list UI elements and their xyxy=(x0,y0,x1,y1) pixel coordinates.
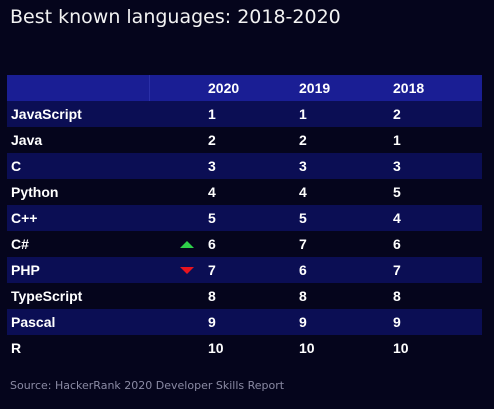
rank-2018: 4 xyxy=(393,210,401,226)
rank-2020: 7 xyxy=(208,262,216,278)
table-body: JavaScript 1 1 2 Java 2 2 1 C 3 3 3 Python 4 4 5 C++ 5 5 4 C… xyxy=(7,101,482,361)
language-name: Pascal xyxy=(11,314,56,330)
table-row: TypeScript 8 8 8 xyxy=(7,283,482,309)
header-2018: 2018 xyxy=(393,80,425,96)
language-name: JavaScript xyxy=(11,106,82,122)
rank-2019: 8 xyxy=(299,288,307,304)
rank-2020: 6 xyxy=(208,236,216,252)
rank-2019: 5 xyxy=(299,210,307,226)
rank-2018: 8 xyxy=(393,288,401,304)
rank-2019: 10 xyxy=(299,340,315,356)
table-row: R 10 10 10 xyxy=(7,335,482,361)
header-2020: 2020 xyxy=(208,80,240,96)
language-name: Python xyxy=(11,184,59,200)
rank-2019: 4 xyxy=(299,184,307,200)
table-row: C# 6 7 6 xyxy=(7,231,482,257)
table-row: PHP 7 6 7 xyxy=(7,257,482,283)
rank-2018: 10 xyxy=(393,340,409,356)
rank-2018: 3 xyxy=(393,158,401,174)
rank-2019: 7 xyxy=(299,236,307,252)
table-row: Pascal 9 9 9 xyxy=(7,309,482,335)
language-name: TypeScript xyxy=(11,288,83,304)
rank-2020: 3 xyxy=(208,158,216,174)
header-2019: 2019 xyxy=(299,80,331,96)
language-name: Java xyxy=(11,132,43,148)
rank-2020: 5 xyxy=(208,210,216,226)
rank-2019: 2 xyxy=(299,132,307,148)
rank-2018: 6 xyxy=(393,236,401,252)
rank-2019: 6 xyxy=(299,262,307,278)
language-name: R xyxy=(11,340,22,356)
rank-2020: 2 xyxy=(208,132,216,148)
table-row: Java 2 2 1 xyxy=(7,127,482,153)
rank-2018: 5 xyxy=(393,184,401,200)
rank-2018: 1 xyxy=(393,132,401,148)
language-name: C xyxy=(11,158,22,174)
table-row: C++ 5 5 4 xyxy=(7,205,482,231)
chart-title: Best known languages: 2018-2020 xyxy=(10,6,341,28)
rank-2020: 8 xyxy=(208,288,216,304)
rank-2018: 9 xyxy=(393,314,401,330)
table-row: Python 4 4 5 xyxy=(7,179,482,205)
source-note: Source: HackerRank 2020 Developer Skills… xyxy=(10,379,285,392)
rank-2019: 3 xyxy=(299,158,307,174)
rank-2020: 10 xyxy=(208,340,224,356)
header-divider xyxy=(149,75,150,101)
triangle-up-icon xyxy=(180,241,194,248)
rank-2018: 7 xyxy=(393,262,401,278)
table-row: JavaScript 1 1 2 xyxy=(7,101,482,127)
rank-2020: 9 xyxy=(208,314,216,330)
trend-up-icon xyxy=(180,231,196,257)
rank-2019: 9 xyxy=(299,314,307,330)
rank-2020: 4 xyxy=(208,184,216,200)
table-header-row: 2020 2019 2018 xyxy=(7,75,482,101)
trend-down-icon xyxy=(180,257,196,283)
rank-2019: 1 xyxy=(299,106,307,122)
table-row: C 3 3 3 xyxy=(7,153,482,179)
rank-2020: 1 xyxy=(208,106,216,122)
triangle-down-icon xyxy=(180,267,194,274)
language-name: C# xyxy=(11,236,29,252)
language-name: C++ xyxy=(11,210,38,226)
rank-2018: 2 xyxy=(393,106,401,122)
language-name: PHP xyxy=(11,262,40,278)
ranking-table: 2020 2019 2018 JavaScript 1 1 2 Java 2 2 1 C 3 3 3 P… xyxy=(7,75,482,361)
